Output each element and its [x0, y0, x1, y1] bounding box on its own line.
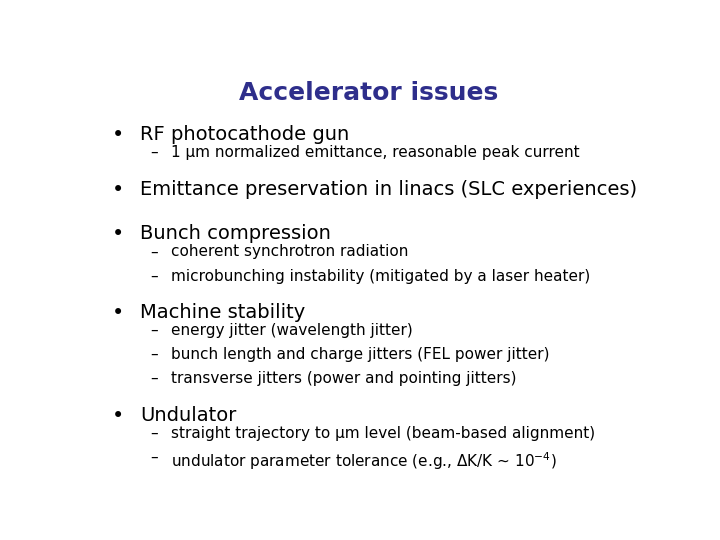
Text: microbunching instability (mitigated by a laser heater): microbunching instability (mitigated by …	[171, 268, 590, 284]
Text: bunch length and charge jitters (FEL power jitter): bunch length and charge jitters (FEL pow…	[171, 347, 549, 362]
Text: energy jitter (wavelength jitter): energy jitter (wavelength jitter)	[171, 323, 413, 338]
Text: –: –	[150, 323, 158, 338]
Text: –: –	[150, 245, 158, 259]
Text: Bunch compression: Bunch compression	[140, 225, 331, 244]
Text: Undulator: Undulator	[140, 406, 237, 425]
Text: Emittance preservation in linacs (SLC experiences): Emittance preservation in linacs (SLC ex…	[140, 180, 637, 199]
Text: •: •	[112, 180, 124, 200]
Text: undulator parameter tolerance (e.g., ΔK/K ~ 10$^{-4}$): undulator parameter tolerance (e.g., ΔK/…	[171, 450, 557, 471]
Text: –: –	[150, 450, 158, 465]
Text: –: –	[150, 347, 158, 362]
Text: –: –	[150, 371, 158, 386]
Text: Accelerator issues: Accelerator issues	[239, 82, 499, 105]
Text: transverse jitters (power and pointing jitters): transverse jitters (power and pointing j…	[171, 371, 516, 386]
Text: –: –	[150, 426, 158, 441]
Text: Machine stability: Machine stability	[140, 303, 305, 322]
Text: straight trajectory to μm level (beam-based alignment): straight trajectory to μm level (beam-ba…	[171, 426, 595, 441]
Text: •: •	[112, 406, 124, 426]
Text: •: •	[112, 303, 124, 323]
Text: •: •	[112, 225, 124, 245]
Text: 1 μm normalized emittance, reasonable peak current: 1 μm normalized emittance, reasonable pe…	[171, 145, 580, 160]
Text: –: –	[150, 268, 158, 284]
Text: –: –	[150, 145, 158, 160]
Text: RF photocathode gun: RF photocathode gun	[140, 125, 349, 144]
Text: coherent synchrotron radiation: coherent synchrotron radiation	[171, 245, 408, 259]
Text: •: •	[112, 125, 124, 145]
